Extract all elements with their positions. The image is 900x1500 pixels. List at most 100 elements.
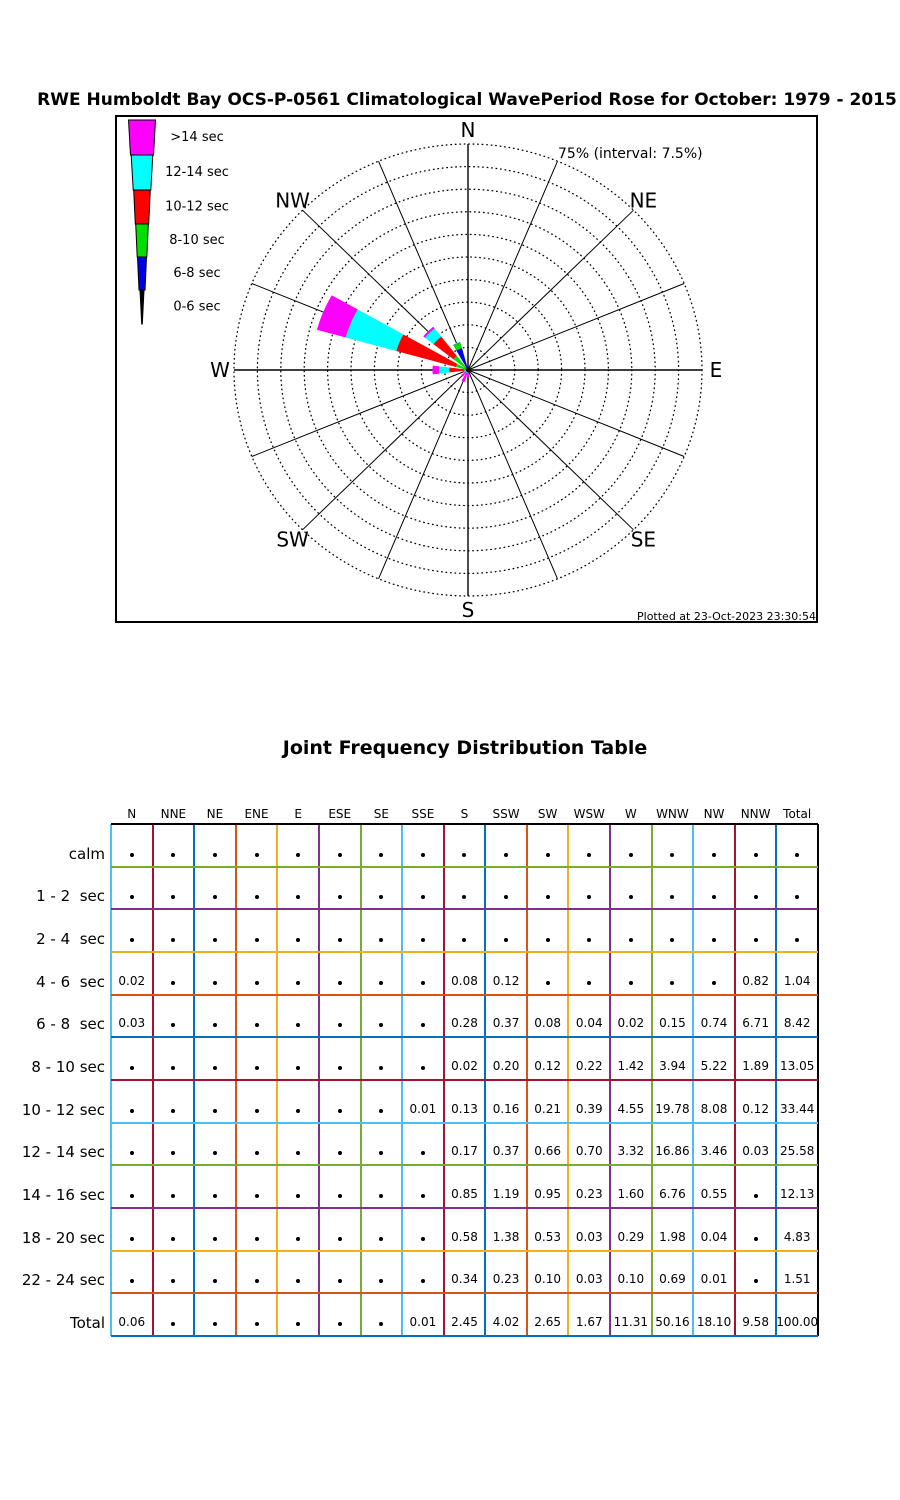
table-cell: [316, 1293, 364, 1336]
compass-label-S: S: [462, 598, 475, 622]
near-zero-dot: [379, 1236, 384, 1241]
near-zero-dot: [254, 1065, 259, 1070]
table-cell: [191, 1080, 239, 1123]
near-zero-dot: [129, 895, 134, 900]
table-cell: [191, 909, 239, 952]
row-label-8: 14 - 16 sec: [21, 1185, 105, 1204]
row-label-1: 1 - 2 sec: [36, 887, 105, 906]
near-zero-dot: [379, 937, 384, 942]
table-cell: 33.44: [780, 1101, 815, 1116]
table-cell: [399, 824, 447, 867]
table-cell: [524, 824, 572, 867]
near-zero-dot: [296, 1279, 301, 1284]
column-header-SW: SW: [537, 807, 558, 821]
table-cell: [233, 824, 281, 867]
near-zero-dot: [212, 1321, 217, 1326]
table-cell: 0.37: [492, 1144, 520, 1159]
table-cell: [274, 1123, 322, 1166]
near-zero-dot: [337, 1236, 342, 1241]
table-cell: [649, 909, 697, 952]
near-zero-dot: [795, 937, 800, 942]
rose-wedge-SSW->14sec: [461, 372, 468, 382]
table-cell: [358, 909, 406, 952]
near-zero-dot: [337, 1065, 342, 1070]
table-cell: [316, 867, 364, 910]
table-cell: [399, 1037, 447, 1080]
table-cell: [732, 1165, 780, 1208]
table-cell: [191, 824, 239, 867]
table-cell: [690, 867, 738, 910]
rose-wedge-WNW->14sec: [316, 295, 358, 338]
table-cell: [150, 995, 198, 1038]
table-cell: [732, 867, 780, 910]
table-cell: [150, 867, 198, 910]
grid-spoke-45: [467, 209, 634, 371]
row-label-2: 2 - 4 sec: [36, 929, 105, 948]
table-cell: [274, 1165, 322, 1208]
near-zero-dot: [129, 1151, 134, 1156]
table-cell: 0.12: [492, 973, 520, 988]
table-cell: [316, 909, 364, 952]
column-header-Total: Total: [783, 807, 812, 821]
near-zero-dot: [254, 980, 259, 985]
table-cell: 0.58: [451, 1229, 478, 1244]
table-cell: 13.05: [780, 1058, 815, 1073]
near-zero-dot: [379, 1065, 384, 1070]
near-zero-dot: [379, 1193, 384, 1198]
near-zero-dot: [129, 1279, 134, 1284]
table-cell: [150, 824, 198, 867]
table-cell: [358, 1208, 406, 1251]
table-cell: [191, 1037, 239, 1080]
near-zero-dot: [420, 980, 425, 985]
table-cell: [274, 952, 322, 995]
row-label-3: 4 - 6 sec: [36, 972, 105, 991]
near-zero-dot: [712, 937, 717, 942]
near-zero-dot: [379, 895, 384, 900]
table-cell: 1.19: [492, 1186, 520, 1201]
table-cell: 2.45: [451, 1314, 478, 1329]
table-cell: 0.04: [700, 1229, 728, 1244]
table-cell: [358, 1251, 406, 1294]
grid-spoke-157.5: [467, 369, 558, 579]
near-zero-dot: [254, 1236, 259, 1241]
near-zero-dot: [795, 895, 800, 900]
near-zero-dot: [212, 1023, 217, 1028]
near-zero-dot: [337, 1279, 342, 1284]
table-cell: [150, 952, 198, 995]
table-cell: [358, 1293, 406, 1336]
table-cell: [482, 824, 530, 867]
table-cell: 0.17: [451, 1144, 478, 1159]
table-cell: [441, 909, 489, 952]
grid-spoke-22.5: [467, 161, 558, 371]
near-zero-dot: [462, 852, 467, 857]
table-cell: [233, 1080, 281, 1123]
near-zero-dot: [379, 852, 384, 857]
table-cell: 0.21: [534, 1101, 562, 1116]
table-cell: [274, 1080, 322, 1123]
table-cell: 0.01: [700, 1272, 728, 1287]
table-cell: 3.94: [659, 1058, 686, 1073]
column-header-NNW: NNW: [740, 807, 771, 821]
table-cell: [565, 909, 613, 952]
near-zero-dot: [753, 1279, 758, 1284]
table-cell: [524, 952, 572, 995]
table-cell: [191, 1123, 239, 1166]
table-cell: [316, 995, 364, 1038]
near-zero-dot: [254, 1023, 259, 1028]
table-cell: [773, 867, 821, 910]
near-zero-dot: [628, 895, 633, 900]
table-cell: [482, 909, 530, 952]
near-zero-dot: [171, 937, 176, 942]
table-cell: 0.55: [700, 1186, 728, 1201]
table-cell: [607, 952, 655, 995]
table-cell: [191, 1208, 239, 1251]
table-cell: [191, 867, 239, 910]
column-header-SSE: SSE: [411, 807, 435, 821]
table-cell: 0.23: [492, 1272, 520, 1287]
table-cell: [233, 995, 281, 1038]
table-cell: [108, 1080, 156, 1123]
table-cell: [565, 824, 613, 867]
table-cell: 0.37: [492, 1016, 520, 1031]
near-zero-dot: [753, 937, 758, 942]
